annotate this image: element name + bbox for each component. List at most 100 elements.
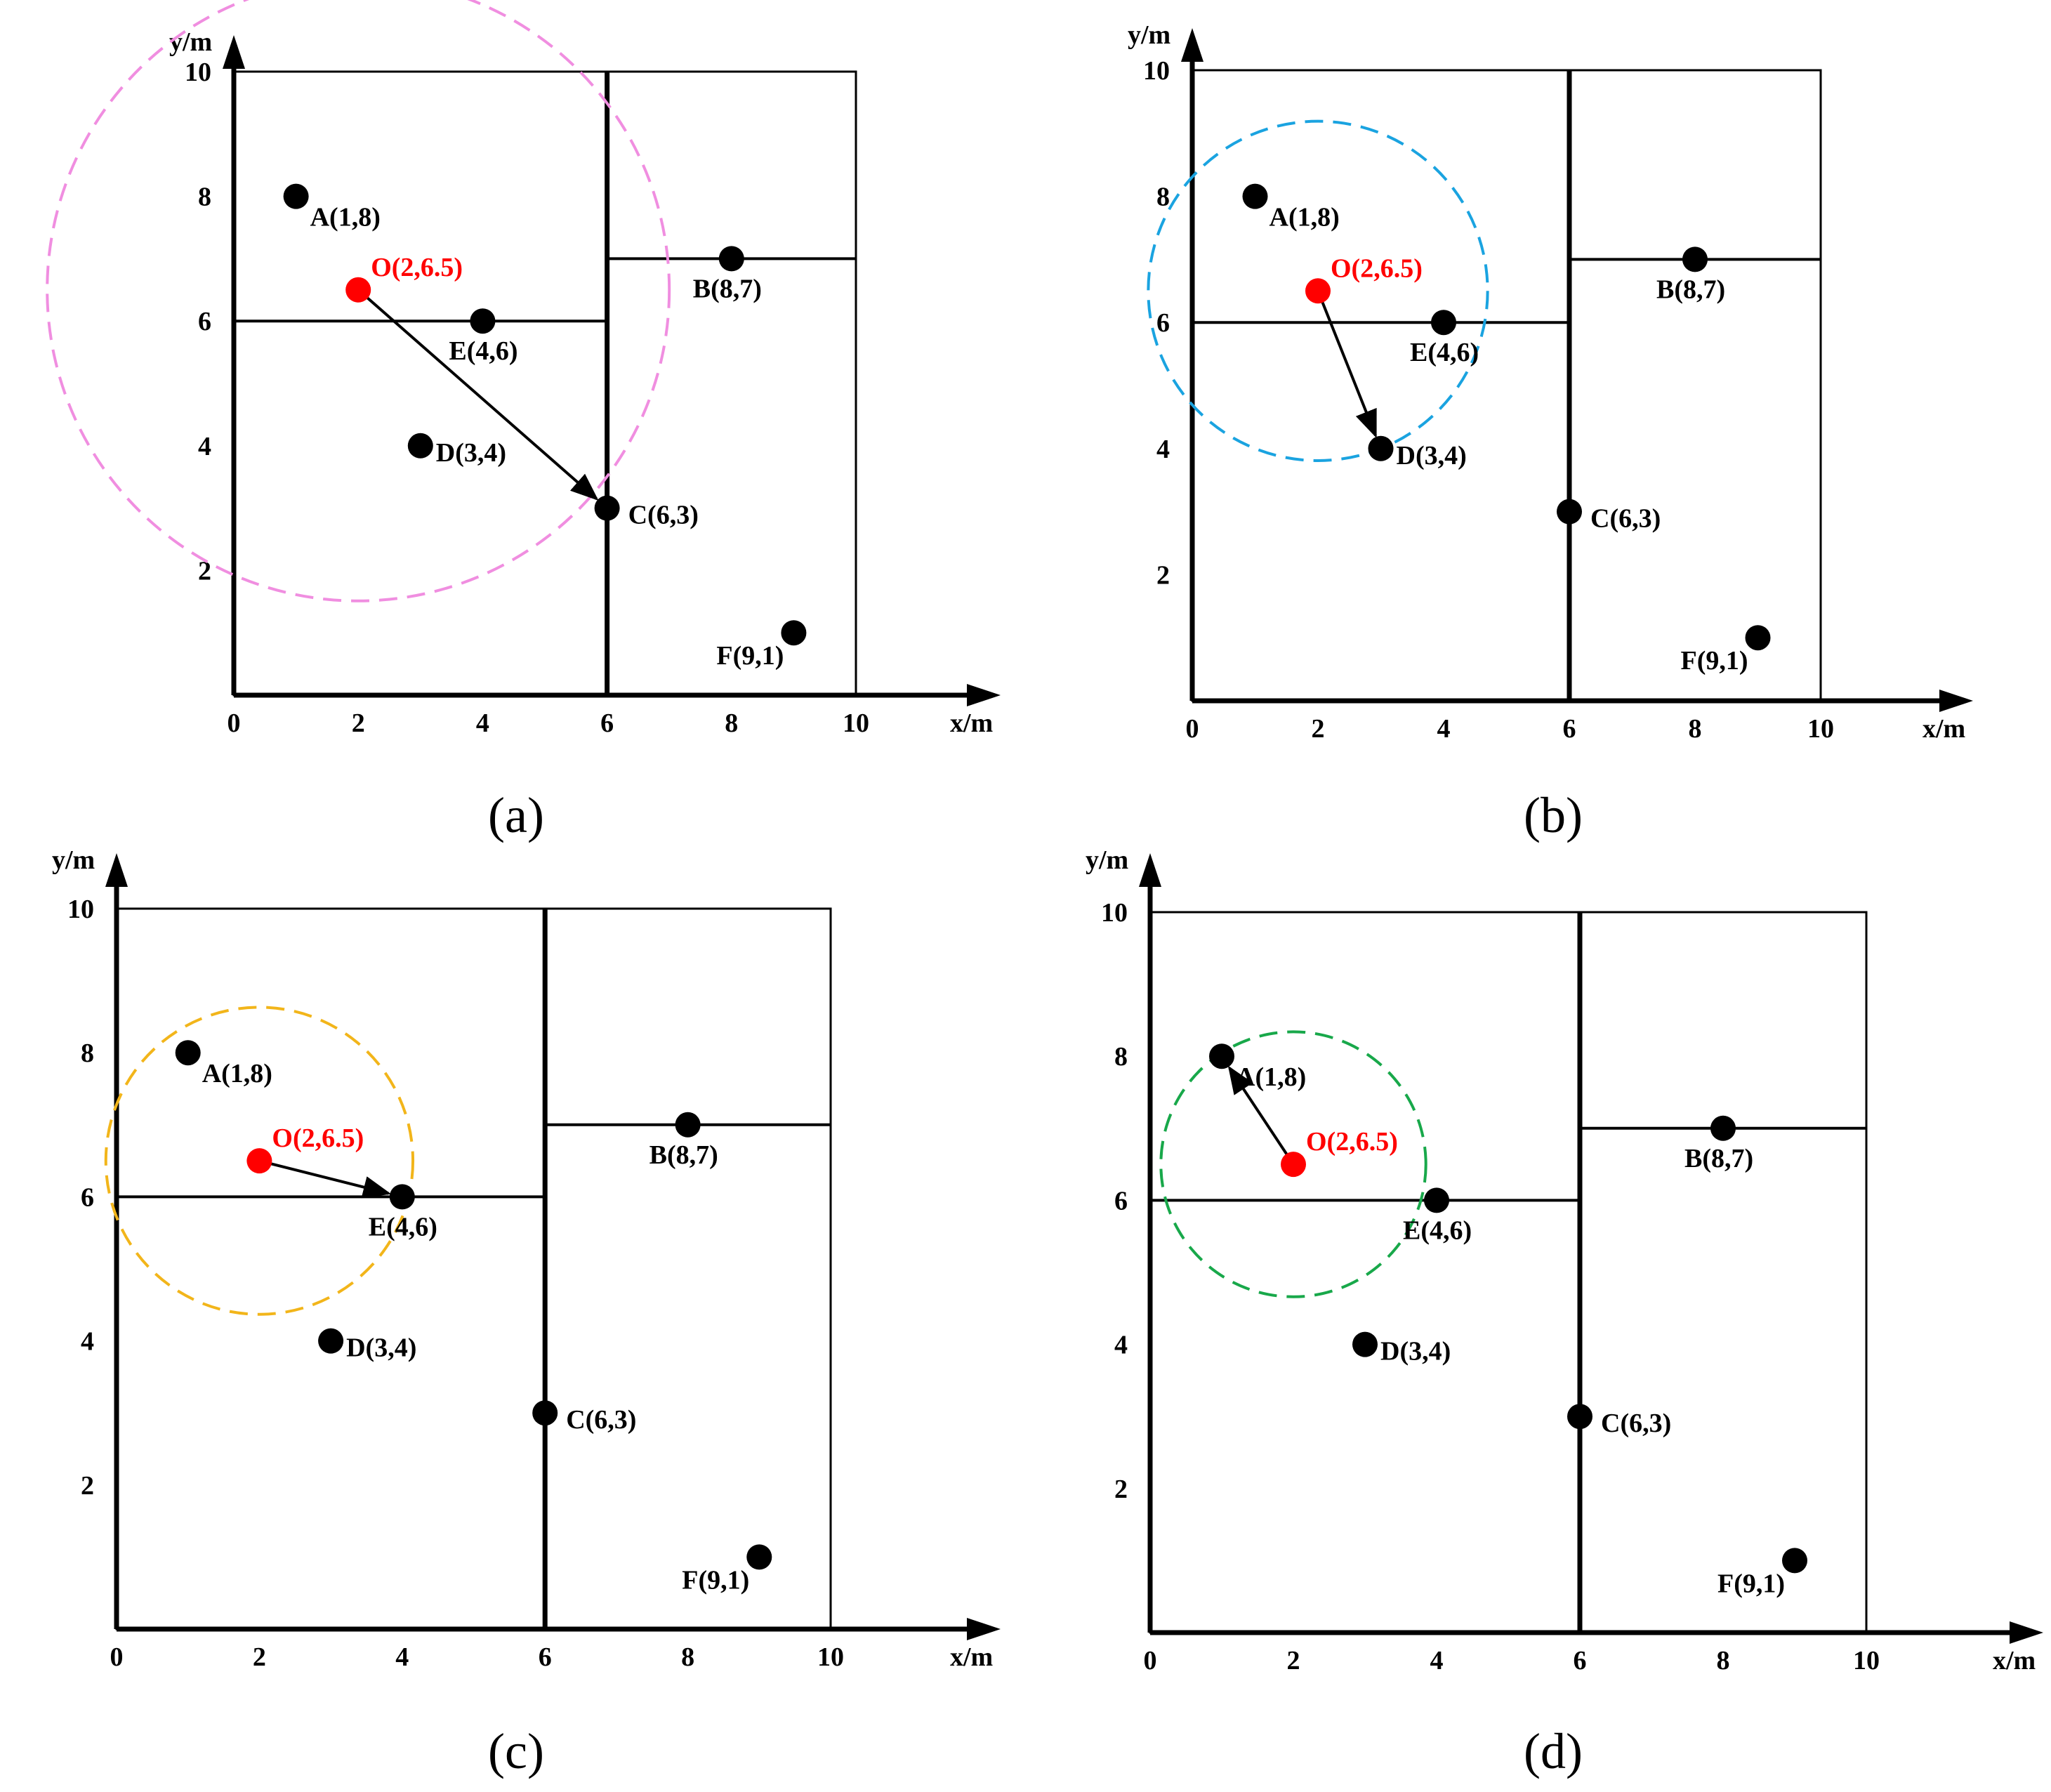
y-axis-label: y/m — [169, 27, 212, 57]
x-tick-label: 0 — [110, 1642, 124, 1672]
y-tick-label: 10 — [185, 58, 211, 87]
y-tick-label: 8 — [1114, 1042, 1128, 1072]
point-b — [1710, 1115, 1736, 1141]
point-label-c: C(6,3) — [628, 501, 699, 530]
y-tick-label: 6 — [1114, 1186, 1128, 1215]
x-tick-label: 6 — [1574, 1646, 1587, 1675]
y-tick-label: 10 — [67, 895, 94, 924]
x-tick-label: 0 — [227, 709, 241, 738]
x-tick-label: 10 — [843, 709, 869, 738]
point-label-d: D(3,4) — [1380, 1337, 1451, 1366]
x-axis-arrow — [967, 1618, 1001, 1640]
origin-label: O(2,6.5) — [272, 1124, 364, 1153]
origin-point — [345, 277, 371, 303]
point-f — [781, 620, 807, 646]
point-label-a: A(1,8) — [202, 1059, 272, 1088]
point-c — [1567, 1404, 1592, 1430]
x-tick-label: 2 — [253, 1642, 266, 1672]
x-axis-label: x/m — [1923, 714, 1965, 744]
y-tick-label: 4 — [1156, 435, 1170, 464]
origin-point — [246, 1148, 272, 1174]
y-tick-label: 8 — [81, 1039, 94, 1068]
x-axis-arrow — [967, 684, 1001, 706]
origin-label: O(2,6.5) — [371, 253, 463, 282]
point-label-f: F(9,1) — [1717, 1569, 1785, 1598]
origin-point — [1281, 1152, 1306, 1178]
connection-arrow — [1317, 290, 1377, 438]
range-circle — [46, 0, 671, 602]
range-circle — [1147, 119, 1489, 462]
point-label-b: B(8,7) — [1656, 275, 1725, 304]
point-label-c: C(6,3) — [566, 1405, 636, 1435]
x-tick-label: 8 — [1717, 1646, 1730, 1675]
point-e — [389, 1184, 415, 1210]
y-axis-arrow — [105, 853, 128, 887]
point-a — [1209, 1043, 1234, 1069]
point-a — [1242, 183, 1268, 209]
y-tick-label: 8 — [198, 183, 211, 212]
point-c — [532, 1400, 558, 1426]
x-tick-label: 8 — [681, 1642, 694, 1672]
point-label-d: D(3,4) — [346, 1333, 416, 1363]
point-label-b: B(8,7) — [649, 1140, 718, 1170]
y-axis-arrow — [1139, 853, 1161, 887]
y-tick-label: 2 — [1114, 1475, 1128, 1504]
x-tick-label: 10 — [817, 1642, 844, 1672]
point-d — [1352, 1331, 1378, 1357]
y-tick-label: 4 — [81, 1327, 94, 1357]
y-tick-label: 2 — [1156, 560, 1170, 590]
x-axis-arrow — [2010, 1621, 2043, 1644]
x-tick-label: 0 — [1144, 1646, 1157, 1675]
point-b — [718, 246, 744, 272]
range-circle — [1159, 1030, 1427, 1298]
x-tick-label: 10 — [1853, 1646, 1880, 1675]
y-tick-label: 2 — [198, 556, 211, 586]
panel-a: x/m y/m 0 2 4 6 8 10 2 4 6 8 10 A(1,8) B(8,7) C(6,3) D(3… — [46, 0, 1001, 843]
x-axis-label: x/m — [1993, 1646, 2036, 1675]
point-e — [1424, 1187, 1449, 1213]
y-axis-arrow — [1181, 28, 1203, 62]
origin-label: O(2,6.5) — [1306, 1127, 1398, 1157]
y-tick-label: 4 — [1114, 1331, 1128, 1360]
y-tick-label: 10 — [1143, 56, 1170, 86]
y-tick-label: 2 — [81, 1471, 94, 1501]
origin-point — [1305, 278, 1331, 304]
panel-caption: (d) — [1524, 1723, 1583, 1779]
point-b — [675, 1112, 701, 1138]
panel-c: x/m y/m 0 2 4 6 8 10 2 4 6 8 10 A(1,8) B(8,7) C(6,3) D(3… — [52, 845, 1001, 1779]
point-label-f: F(9,1) — [682, 1565, 749, 1595]
point-c — [1557, 499, 1582, 525]
x-tick-label: 10 — [1807, 714, 1834, 744]
point-label-a: A(1,8) — [310, 203, 381, 232]
x-tick-label: 4 — [1437, 714, 1451, 744]
point-label-b: B(8,7) — [693, 274, 762, 303]
point-c — [594, 495, 620, 521]
x-axis-label: x/m — [950, 709, 993, 738]
x-tick-label: 4 — [1430, 1646, 1444, 1675]
panel-caption: (b) — [1524, 787, 1583, 843]
point-f — [1745, 625, 1771, 651]
room-outline — [1149, 911, 1868, 1634]
point-e — [470, 308, 496, 334]
x-tick-label: 4 — [476, 709, 489, 738]
point-d — [1368, 435, 1394, 461]
point-label-e: E(4,6) — [1410, 338, 1479, 367]
panel-caption: (a) — [488, 787, 544, 843]
point-f — [746, 1544, 772, 1570]
x-tick-label: 2 — [352, 709, 365, 738]
room-outline — [232, 70, 857, 697]
y-tick-label: 6 — [81, 1182, 94, 1212]
point-label-e: E(4,6) — [449, 336, 517, 366]
room-outline — [1191, 69, 1822, 702]
y-axis-label: y/m — [52, 845, 95, 875]
x-tick-label: 6 — [600, 709, 614, 738]
panel-b: x/m y/m 0 2 4 6 8 10 2 4 6 8 10 A(1,8) B(8,7) C(6,3) D(3… — [1128, 20, 1973, 843]
point-label-c: C(6,3) — [1590, 504, 1661, 534]
point-e — [1431, 310, 1456, 336]
panel-d: x/m y/m 0 2 4 6 8 10 2 4 6 8 10 A(1,8) B(8,7) C(6,3) D(3… — [1086, 845, 2043, 1779]
x-tick-label: 2 — [1312, 714, 1325, 744]
y-axis-label: y/m — [1086, 845, 1128, 875]
panel-caption: (c) — [488, 1723, 544, 1779]
point-d — [407, 433, 433, 459]
